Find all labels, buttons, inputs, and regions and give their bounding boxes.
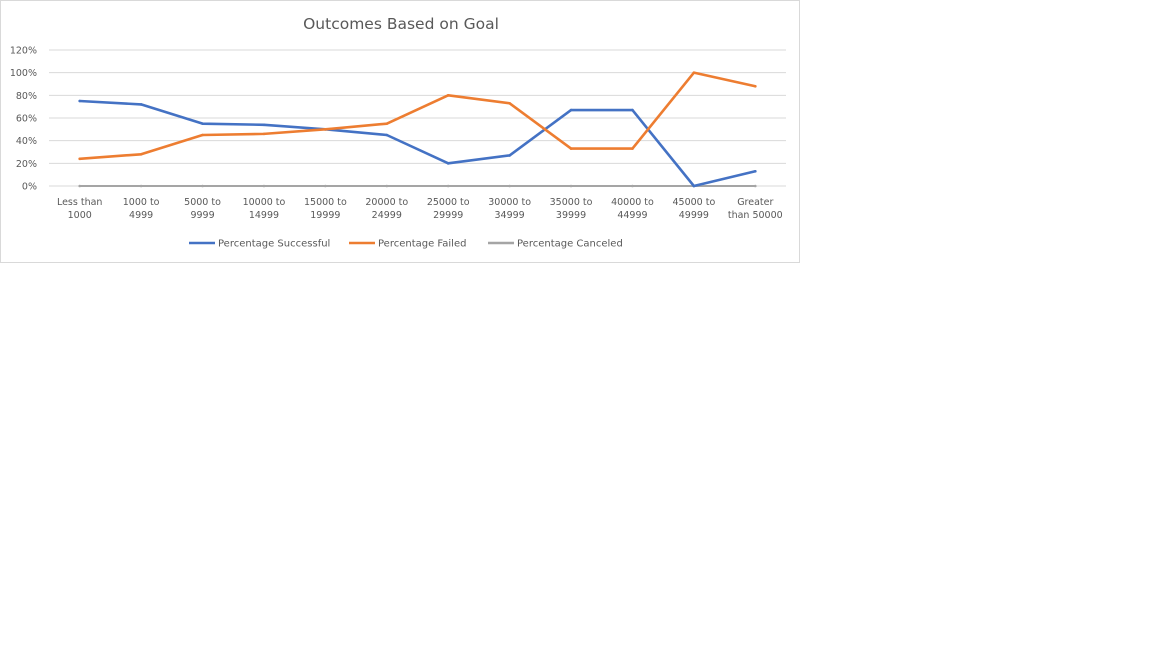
x-tick-label: 45000 to 49999 (672, 197, 715, 221)
x-tick-label: 30000 to 34999 (488, 197, 531, 221)
x-tick-label: 10000 to 14999 (243, 197, 286, 221)
data-point-percentage-failed (262, 132, 266, 136)
data-point-percentage-successful (631, 108, 634, 112)
legend-label: Percentage Failed (378, 239, 466, 250)
series-line-percentage-failed (78, 71, 757, 161)
x-tick-label: 20000 to 24999 (365, 197, 408, 221)
legend-label: Percentage Canceled (517, 239, 623, 250)
x-tick-label: Less than 1000 (57, 197, 102, 221)
data-point-percentage-canceled (324, 184, 327, 188)
x-tick-label: 15000 to 19999 (304, 197, 347, 221)
x-tick-label: Greater than 50000 (728, 197, 783, 221)
legend-label: Percentage Successful (218, 239, 330, 250)
x-tick-label: 25000 to 29999 (427, 197, 470, 221)
y-tick-label: 100% (10, 68, 37, 79)
data-point-percentage-failed (201, 133, 204, 137)
data-point-percentage-failed (753, 84, 757, 88)
data-point-percentage-failed (139, 152, 143, 156)
data-point-percentage-successful (753, 169, 757, 173)
y-tick-label: 120% (10, 46, 37, 57)
data-point-percentage-successful (508, 154, 511, 157)
y-tick-label: 60% (16, 114, 37, 125)
data-point-percentage-failed (508, 101, 511, 105)
data-point-percentage-canceled (262, 184, 266, 188)
legend-item-percentage-failed: Percentage Failed (349, 239, 466, 250)
data-point-percentage-successful (262, 123, 266, 127)
data-point-percentage-successful (139, 103, 143, 106)
legend-item-percentage-canceled: Percentage Canceled (488, 239, 623, 250)
data-point-percentage-successful (201, 122, 204, 125)
data-point-percentage-canceled (508, 184, 511, 188)
x-axis-ticks: Less than 1000 1000 to 4999 5000 to 9999 10000… (57, 197, 783, 221)
chart-title: Outcomes Based on Goal (303, 15, 499, 33)
data-point-percentage-canceled (631, 184, 634, 188)
data-point-percentage-canceled (385, 184, 389, 188)
x-tick-label: 1000 to 4999 (123, 197, 160, 221)
y-tick-label: 20% (16, 159, 37, 170)
series-lines (78, 71, 757, 188)
y-tick-label: 0% (22, 182, 37, 193)
data-point-percentage-canceled (753, 184, 757, 188)
data-point-percentage-successful (692, 184, 696, 188)
chart-container: Outcomes Based on Goal 0% 20% 40% 60% 80% 100… (0, 0, 800, 263)
x-tick-label: 40000 to 44999 (611, 197, 654, 221)
x-tick-label: 5000 to 9999 (184, 197, 221, 221)
data-point-percentage-failed (385, 122, 389, 125)
data-point-percentage-failed (78, 157, 82, 161)
gridlines (49, 49, 786, 187)
y-tick-label: 80% (16, 91, 37, 102)
data-point-percentage-canceled (78, 184, 82, 188)
data-point-percentage-successful (78, 99, 82, 103)
y-axis-ticks: 0% 20% 40% 60% 80% 100% 120% (10, 46, 37, 193)
line-chart: Outcomes Based on Goal 0% 20% 40% 60% 80% 100… (10, 15, 786, 250)
data-point-percentage-failed (446, 94, 450, 97)
data-point-percentage-successful (446, 162, 450, 165)
data-point-percentage-canceled (446, 184, 450, 188)
data-point-percentage-failed (569, 147, 573, 150)
data-point-percentage-canceled (569, 184, 573, 188)
x-tick-label: 35000 to 39999 (550, 197, 593, 221)
data-point-percentage-successful (385, 133, 389, 137)
legend-item-percentage-successful: Percentage Successful (189, 239, 330, 250)
data-point-percentage-canceled (139, 184, 143, 188)
series-line-percentage-successful (78, 99, 757, 188)
data-point-percentage-canceled (201, 184, 204, 188)
legend: Percentage Successful Percentage Failed Pe… (189, 239, 623, 250)
data-point-percentage-failed (692, 71, 696, 74)
data-point-percentage-failed (631, 147, 634, 150)
data-point-percentage-successful (569, 108, 573, 112)
y-tick-label: 40% (16, 136, 37, 147)
data-point-percentage-failed (324, 128, 327, 131)
